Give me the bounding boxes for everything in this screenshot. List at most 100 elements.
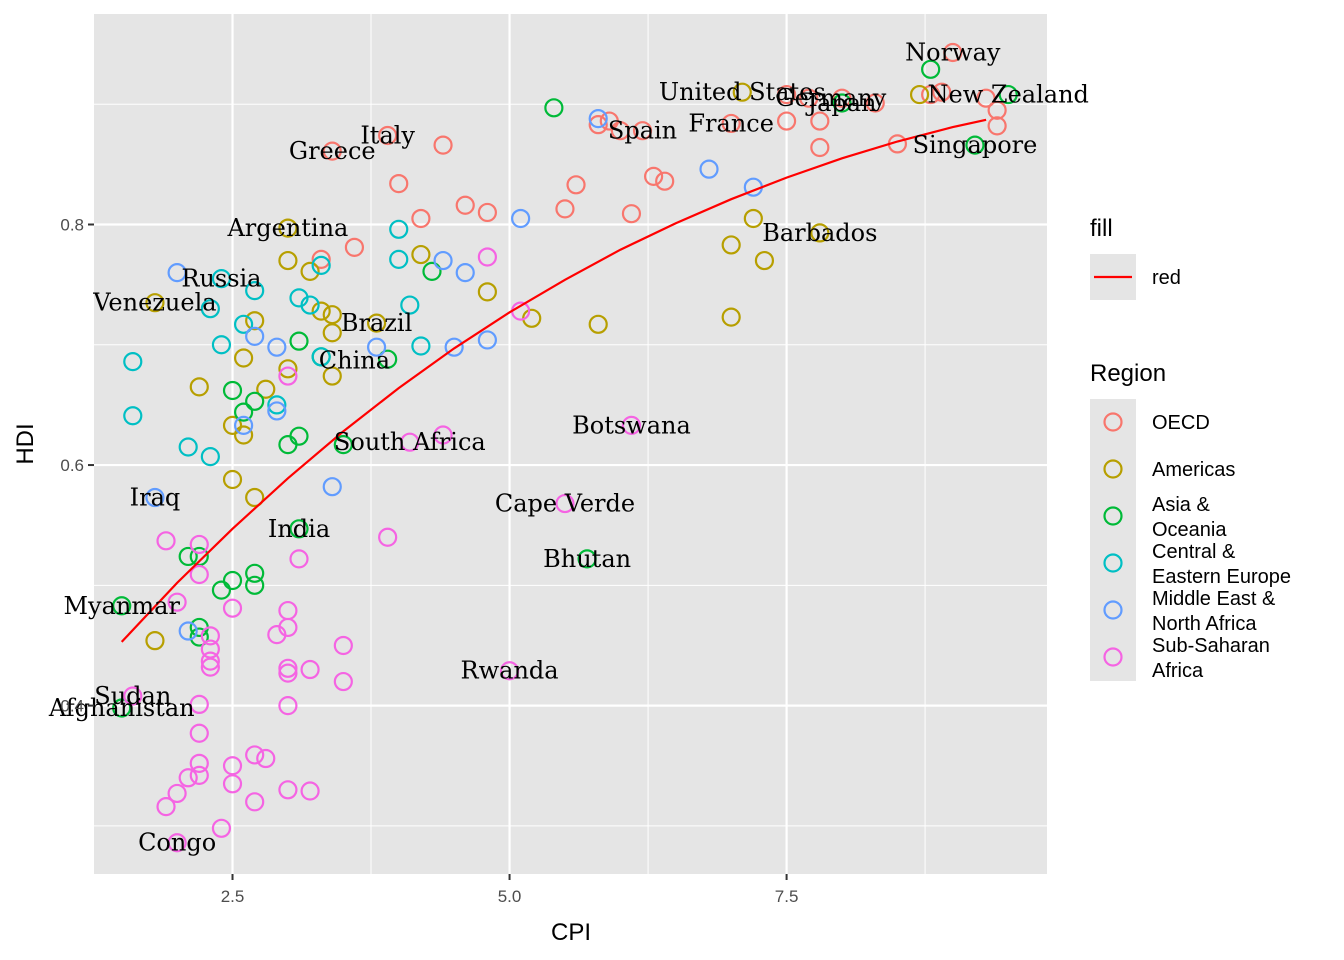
point-oecd: [455, 195, 475, 215]
point-americas: [588, 314, 608, 334]
point-middle-east-north-africa: [444, 337, 464, 357]
point-asia-oceania: [921, 59, 941, 79]
point-oecd: [932, 82, 952, 102]
point-middle-east-north-africa: [322, 477, 342, 497]
point-oecd: [389, 173, 409, 194]
point-asia-oceania: [422, 261, 442, 281]
point-sub-saharan-africa: [156, 531, 176, 551]
point-central-eastern-europe: [411, 336, 431, 356]
point-middle-east-north-africa: [167, 263, 187, 283]
point-americas: [743, 208, 763, 229]
point-oecd: [632, 121, 653, 141]
point-sub-saharan-africa: [189, 534, 209, 555]
point-sub-saharan-africa: [189, 765, 209, 785]
point-central-eastern-europe: [400, 295, 420, 315]
point-americas: [245, 311, 265, 331]
legend-key-americas: [1103, 459, 1123, 479]
point-americas: [721, 235, 741, 255]
point-sub-saharan-africa: [278, 696, 298, 716]
legend-key-oecd: [1103, 412, 1123, 432]
point-oecd: [976, 88, 996, 108]
point-label: France: [688, 109, 774, 137]
legend-label-sub-saharan-africa: Sub-Saharan: [1152, 635, 1270, 657]
point-americas: [233, 348, 254, 368]
legend-label-red: red: [1152, 267, 1181, 289]
point-sub-saharan-africa: [278, 780, 298, 800]
point-americas: [256, 379, 276, 399]
point-label: Botswana: [572, 411, 691, 439]
point-asia-oceania: [189, 627, 209, 647]
point-label: Afghanistan: [48, 694, 195, 722]
legend-label-asia-oceania: Asia &: [1152, 494, 1210, 516]
point-americas: [189, 377, 209, 397]
point-label: Spain: [608, 117, 677, 145]
point-label: Sudan: [94, 682, 171, 710]
point-central-eastern-europe: [200, 299, 220, 319]
point-asia-oceania: [965, 135, 985, 155]
point-asia-oceania: [211, 580, 232, 600]
point-oecd: [610, 121, 630, 141]
point-americas: [278, 250, 298, 271]
legend-label-oecd: OECD: [1152, 412, 1210, 434]
y-tick-label: 0.6: [60, 456, 84, 475]
point-americas: [366, 313, 387, 333]
point-oecd: [943, 42, 963, 63]
point-oecd: [921, 84, 941, 105]
point-sub-saharan-africa: [123, 686, 143, 706]
point-label: Venezuela: [92, 289, 216, 317]
point-label: Myanmar: [63, 592, 180, 620]
point-label: Argentina: [226, 214, 348, 242]
point-oecd: [477, 202, 497, 223]
point-asia-oceania: [289, 331, 309, 351]
point-oecd: [566, 175, 586, 195]
point-americas: [278, 359, 298, 379]
point-asia-oceania: [245, 391, 265, 411]
point-oecd: [644, 166, 664, 186]
point-asia-oceania: [178, 546, 198, 567]
point-central-eastern-europe: [178, 437, 198, 457]
legend-key-asia-oceania: [1103, 506, 1123, 526]
points-layer: [112, 42, 1018, 853]
point-asia-oceania: [289, 519, 309, 539]
point-central-eastern-europe: [123, 352, 143, 372]
point-central-eastern-europe: [389, 219, 409, 239]
x-tick-label: 2.5: [221, 887, 245, 906]
point-sub-saharan-africa: [256, 748, 276, 769]
point-middle-east-north-africa: [233, 415, 254, 435]
point-americas: [278, 218, 298, 238]
point-central-eastern-europe: [389, 249, 409, 269]
point-americas: [145, 293, 165, 313]
point-americas: [477, 282, 497, 302]
point-americas: [311, 301, 331, 321]
point-oecd: [776, 84, 797, 105]
legend-title-fill: fill: [1090, 215, 1113, 242]
x-axis-title: CPI: [551, 919, 591, 946]
point-americas: [245, 487, 265, 508]
legend-label-central-eastern-europe: Eastern Europe: [1152, 566, 1291, 588]
point-middle-east-north-africa: [433, 250, 453, 271]
point-asia-oceania: [333, 435, 353, 455]
point-sub-saharan-africa: [267, 625, 287, 645]
point-central-eastern-europe: [233, 314, 254, 334]
legend-keys-box: [1090, 399, 1136, 681]
point-oecd: [599, 111, 619, 131]
point-oecd: [311, 249, 331, 269]
point-americas: [721, 307, 741, 327]
legend-key-middle-east-north-africa: [1103, 600, 1123, 620]
legend-label-middle-east-north-africa: North Africa: [1152, 613, 1257, 635]
point-sub-saharan-africa: [245, 792, 265, 812]
legend: fill red Region OECD Americas Asia & OceaniaCe…: [1090, 215, 1291, 682]
point-sub-saharan-africa: [167, 783, 187, 804]
point-asia-oceania: [278, 435, 298, 455]
point-label: Russia: [181, 265, 261, 293]
point-asia-oceania: [998, 84, 1018, 105]
major-gridlines: [94, 14, 1047, 874]
point-sub-saharan-africa: [278, 366, 298, 386]
point-oecd: [655, 171, 675, 191]
point-sub-saharan-africa: [200, 626, 220, 646]
point-oecd: [721, 113, 741, 134]
point-sub-saharan-africa: [300, 659, 320, 680]
point-oecd: [865, 93, 885, 113]
point-oecd: [810, 137, 830, 158]
